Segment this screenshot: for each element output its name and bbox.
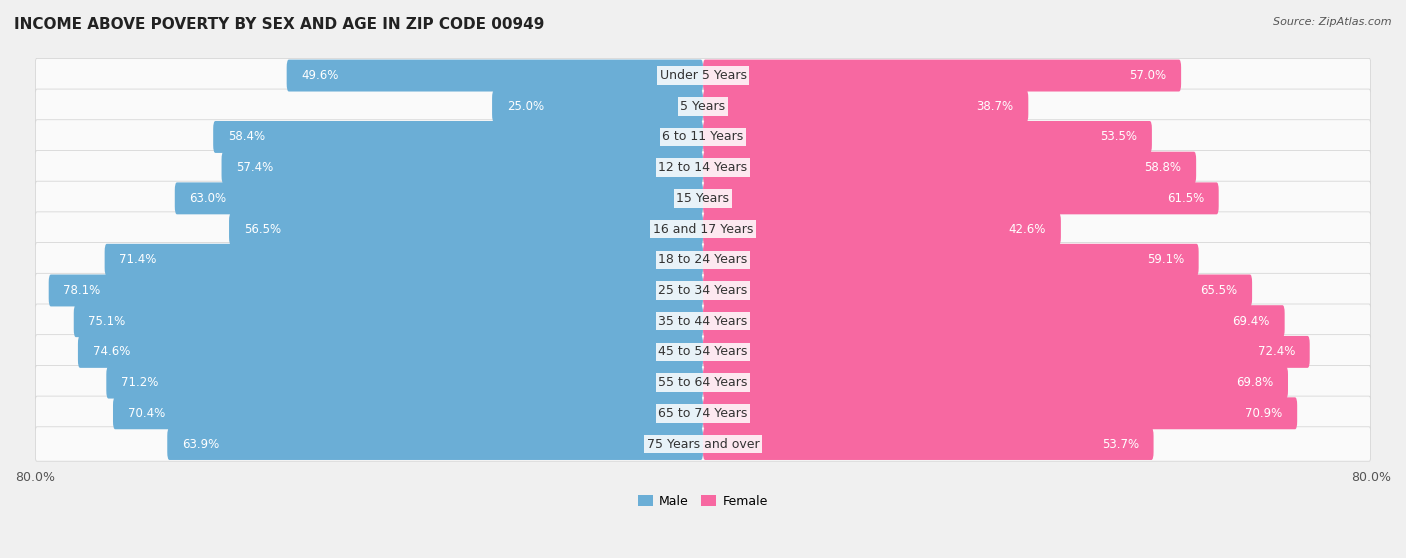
FancyBboxPatch shape bbox=[703, 90, 1028, 122]
Text: 59.1%: 59.1% bbox=[1147, 253, 1184, 266]
Text: 70.4%: 70.4% bbox=[128, 407, 165, 420]
Text: INCOME ABOVE POVERTY BY SEX AND AGE IN ZIP CODE 00949: INCOME ABOVE POVERTY BY SEX AND AGE IN Z… bbox=[14, 17, 544, 32]
FancyBboxPatch shape bbox=[214, 121, 703, 153]
Text: Source: ZipAtlas.com: Source: ZipAtlas.com bbox=[1274, 17, 1392, 27]
Text: 65 to 74 Years: 65 to 74 Years bbox=[658, 407, 748, 420]
Text: 75.1%: 75.1% bbox=[89, 315, 125, 328]
FancyBboxPatch shape bbox=[73, 305, 703, 337]
FancyBboxPatch shape bbox=[287, 60, 703, 92]
FancyBboxPatch shape bbox=[104, 244, 703, 276]
Text: 56.5%: 56.5% bbox=[243, 223, 281, 235]
Text: 70.9%: 70.9% bbox=[1246, 407, 1282, 420]
FancyBboxPatch shape bbox=[703, 213, 1062, 245]
FancyBboxPatch shape bbox=[35, 365, 1371, 400]
Text: 53.7%: 53.7% bbox=[1102, 437, 1139, 450]
Text: 6 to 11 Years: 6 to 11 Years bbox=[662, 131, 744, 143]
FancyBboxPatch shape bbox=[49, 275, 703, 306]
FancyBboxPatch shape bbox=[35, 335, 1371, 369]
Text: 65.5%: 65.5% bbox=[1201, 284, 1237, 297]
FancyBboxPatch shape bbox=[703, 152, 1197, 184]
Text: 78.1%: 78.1% bbox=[63, 284, 101, 297]
FancyBboxPatch shape bbox=[35, 396, 1371, 430]
Text: 63.9%: 63.9% bbox=[181, 437, 219, 450]
FancyBboxPatch shape bbox=[35, 304, 1371, 338]
FancyBboxPatch shape bbox=[703, 367, 1288, 398]
FancyBboxPatch shape bbox=[492, 90, 703, 122]
Text: 69.8%: 69.8% bbox=[1236, 376, 1274, 389]
FancyBboxPatch shape bbox=[703, 397, 1298, 429]
Text: 15 Years: 15 Years bbox=[676, 192, 730, 205]
Text: 12 to 14 Years: 12 to 14 Years bbox=[658, 161, 748, 174]
Text: 16 and 17 Years: 16 and 17 Years bbox=[652, 223, 754, 235]
Text: 18 to 24 Years: 18 to 24 Years bbox=[658, 253, 748, 266]
FancyBboxPatch shape bbox=[703, 428, 1153, 460]
FancyBboxPatch shape bbox=[35, 120, 1371, 154]
FancyBboxPatch shape bbox=[35, 59, 1371, 93]
FancyBboxPatch shape bbox=[229, 213, 703, 245]
Text: 45 to 54 Years: 45 to 54 Years bbox=[658, 345, 748, 358]
Text: 25 to 34 Years: 25 to 34 Years bbox=[658, 284, 748, 297]
Text: 71.2%: 71.2% bbox=[121, 376, 159, 389]
Text: 58.4%: 58.4% bbox=[228, 131, 264, 143]
FancyBboxPatch shape bbox=[107, 367, 703, 398]
FancyBboxPatch shape bbox=[35, 151, 1371, 185]
Text: 57.0%: 57.0% bbox=[1129, 69, 1167, 82]
Text: 74.6%: 74.6% bbox=[93, 345, 129, 358]
Text: 38.7%: 38.7% bbox=[977, 100, 1014, 113]
Text: 71.4%: 71.4% bbox=[120, 253, 156, 266]
Text: 63.0%: 63.0% bbox=[190, 192, 226, 205]
FancyBboxPatch shape bbox=[77, 336, 703, 368]
Text: 53.5%: 53.5% bbox=[1101, 131, 1137, 143]
FancyBboxPatch shape bbox=[35, 89, 1371, 123]
Text: 58.8%: 58.8% bbox=[1144, 161, 1181, 174]
Text: 49.6%: 49.6% bbox=[301, 69, 339, 82]
Text: 25.0%: 25.0% bbox=[506, 100, 544, 113]
Text: 57.4%: 57.4% bbox=[236, 161, 274, 174]
FancyBboxPatch shape bbox=[703, 305, 1285, 337]
FancyBboxPatch shape bbox=[35, 181, 1371, 215]
FancyBboxPatch shape bbox=[703, 275, 1253, 306]
Text: 72.4%: 72.4% bbox=[1257, 345, 1295, 358]
Text: 69.4%: 69.4% bbox=[1233, 315, 1270, 328]
FancyBboxPatch shape bbox=[703, 121, 1152, 153]
FancyBboxPatch shape bbox=[35, 273, 1371, 307]
Text: 61.5%: 61.5% bbox=[1167, 192, 1204, 205]
Text: 5 Years: 5 Years bbox=[681, 100, 725, 113]
FancyBboxPatch shape bbox=[703, 244, 1199, 276]
Legend: Male, Female: Male, Female bbox=[633, 490, 773, 513]
FancyBboxPatch shape bbox=[112, 397, 703, 429]
Text: 35 to 44 Years: 35 to 44 Years bbox=[658, 315, 748, 328]
FancyBboxPatch shape bbox=[703, 60, 1181, 92]
Text: 42.6%: 42.6% bbox=[1010, 223, 1046, 235]
FancyBboxPatch shape bbox=[35, 243, 1371, 277]
FancyBboxPatch shape bbox=[222, 152, 703, 184]
Text: Under 5 Years: Under 5 Years bbox=[659, 69, 747, 82]
FancyBboxPatch shape bbox=[167, 428, 703, 460]
Text: 75 Years and over: 75 Years and over bbox=[647, 437, 759, 450]
FancyBboxPatch shape bbox=[174, 182, 703, 214]
FancyBboxPatch shape bbox=[35, 427, 1371, 461]
FancyBboxPatch shape bbox=[703, 336, 1310, 368]
FancyBboxPatch shape bbox=[35, 212, 1371, 246]
FancyBboxPatch shape bbox=[703, 182, 1219, 214]
Text: 55 to 64 Years: 55 to 64 Years bbox=[658, 376, 748, 389]
